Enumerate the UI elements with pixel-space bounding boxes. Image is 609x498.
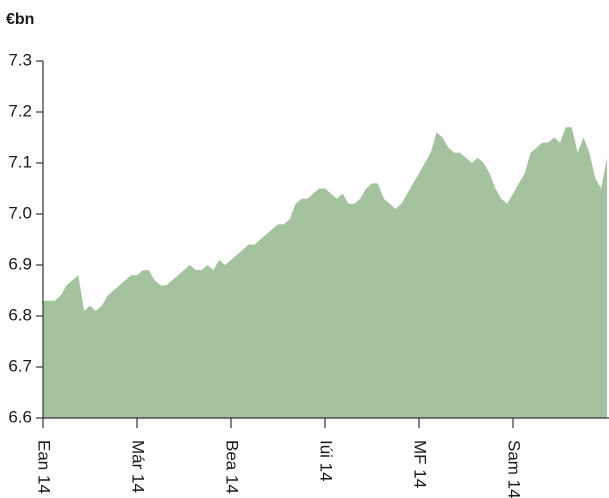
y-tick-label: 7.3 — [8, 50, 32, 69]
x-tick-label: MF 14 — [411, 440, 430, 488]
y-tick-label: 7.2 — [8, 101, 32, 120]
y-tick-label: 6.7 — [8, 356, 32, 375]
x-tick-label: Iúi 14 — [317, 440, 336, 482]
y-axis-unit: €bn — [6, 11, 34, 28]
y-tick-label: 6.9 — [8, 254, 32, 273]
y-tick-label: 6.8 — [8, 305, 32, 324]
x-tick-label: Sam 14 — [505, 440, 524, 498]
x-tick-label: Ean 14 — [35, 440, 54, 494]
x-tick-label: Már 14 — [129, 440, 148, 493]
y-tick-label: 7.0 — [8, 203, 32, 222]
area — [43, 127, 607, 419]
y-tick-label: 7.1 — [8, 152, 32, 171]
x-tick-label: Bea 14 — [223, 440, 242, 494]
y-tick-label: 6.6 — [8, 407, 32, 426]
